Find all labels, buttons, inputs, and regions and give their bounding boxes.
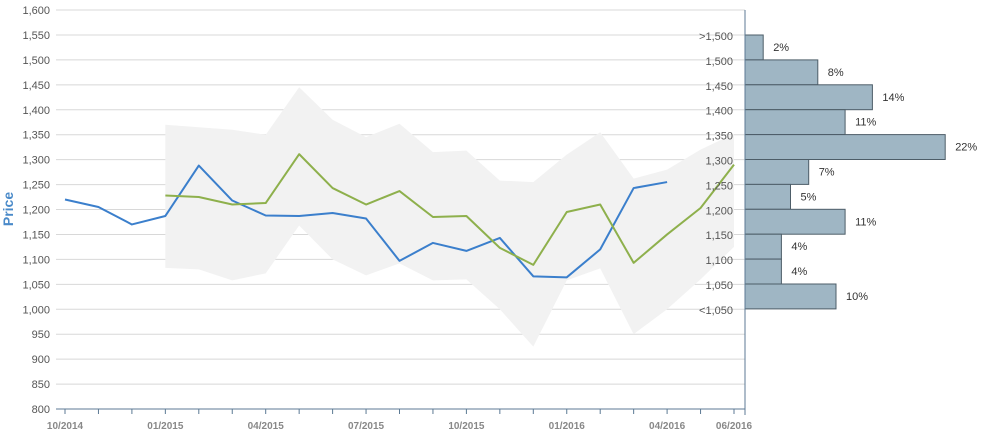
- histogram-bin-label: <1,050: [699, 305, 733, 317]
- y-tick-label: 1,300: [22, 155, 50, 167]
- histogram-bin-label: 1,150: [705, 230, 733, 242]
- y-tick-label: 1,000: [22, 304, 50, 316]
- histogram-bin-label: 1,350: [705, 131, 733, 143]
- y-tick-label: 850: [32, 379, 50, 391]
- histogram-percent-label: 10%: [846, 291, 868, 303]
- histogram-bin-label: 1,300: [705, 156, 733, 168]
- y-tick-label: 1,200: [22, 205, 50, 217]
- x-tick-label: 06/2016: [716, 421, 753, 432]
- histogram-bar: [744, 109, 846, 136]
- y-tick-label: 1,500: [22, 55, 50, 67]
- y-tick-label: 1,550: [22, 30, 50, 42]
- histogram-bin-label: 1,250: [705, 180, 733, 192]
- y-tick-label: 1,450: [22, 80, 50, 92]
- histogram: >1,500 2% 1,500 8% 1,450 14% 1,400 11% 1,350 22% 1…: [699, 31, 977, 317]
- y-tick-label: 1,250: [22, 180, 50, 192]
- series-line-1: [64, 164, 668, 279]
- series-line-2: [165, 153, 735, 266]
- histogram-bar: [744, 208, 846, 235]
- histogram-bar: [744, 159, 810, 185]
- y-tick-label: 1,150: [22, 229, 50, 241]
- histogram-bar: [744, 34, 764, 61]
- histogram-percent-label: 11%: [855, 117, 876, 129]
- x-tick-label: 04/2015: [248, 421, 285, 432]
- axes: 10/2014 01/2015 04/2015 07/2015 10/2015 01/20…: [47, 10, 753, 432]
- x-tick-label: 01/2016: [549, 421, 586, 432]
- histogram-bar: [744, 84, 873, 111]
- histogram-percent-label: 4%: [791, 241, 807, 253]
- y-tick-label: 950: [32, 329, 50, 341]
- x-tick-label: 04/2016: [649, 421, 686, 432]
- x-tick-label: 07/2015: [348, 421, 385, 432]
- histogram-percent-label: 2%: [773, 42, 789, 54]
- histogram-percent-label: 7%: [819, 167, 835, 179]
- y-tick-label: 900: [32, 354, 50, 366]
- histogram-bar: [744, 233, 782, 260]
- histogram-bar: [744, 183, 791, 210]
- y-axis-label: Price: [0, 192, 16, 226]
- histogram-bar: [744, 283, 837, 310]
- x-tick-label: 10/2015: [448, 421, 485, 432]
- histogram-percent-label: 22%: [955, 142, 977, 154]
- y-tick-label: 1,350: [22, 130, 50, 142]
- histogram-percent-label: 11%: [855, 216, 876, 228]
- histogram-bin-label: 1,500: [705, 56, 733, 68]
- x-tick-label: 10/2014: [47, 421, 84, 432]
- histogram-percent-label: 14%: [882, 92, 904, 104]
- histogram-bin-label: >1,500: [699, 31, 733, 43]
- x-tick-label: 01/2015: [147, 421, 184, 432]
- y-tick-label: 800: [32, 404, 50, 416]
- histogram-bar: [744, 258, 782, 285]
- histogram-bin-label: 1,200: [705, 205, 733, 217]
- y-tick-label: 1,600: [22, 5, 50, 17]
- histogram-percent-label: 4%: [791, 266, 807, 278]
- series-lines: [64, 153, 735, 279]
- histogram-percent-label: 8%: [828, 67, 844, 79]
- y-tick-label: 1,050: [22, 279, 50, 291]
- y-tick-label: 1,100: [22, 254, 50, 266]
- histogram-bin-label: 1,400: [705, 106, 733, 118]
- histogram-bin-label: 1,050: [705, 280, 733, 292]
- histogram-percent-label: 5%: [801, 191, 817, 203]
- histogram-bin-label: 1,100: [705, 255, 733, 267]
- histogram-bar: [744, 59, 819, 86]
- histogram-bar: [744, 134, 946, 161]
- histogram-bin-label: 1,450: [705, 81, 733, 93]
- y-tick-label: 1,400: [22, 105, 50, 117]
